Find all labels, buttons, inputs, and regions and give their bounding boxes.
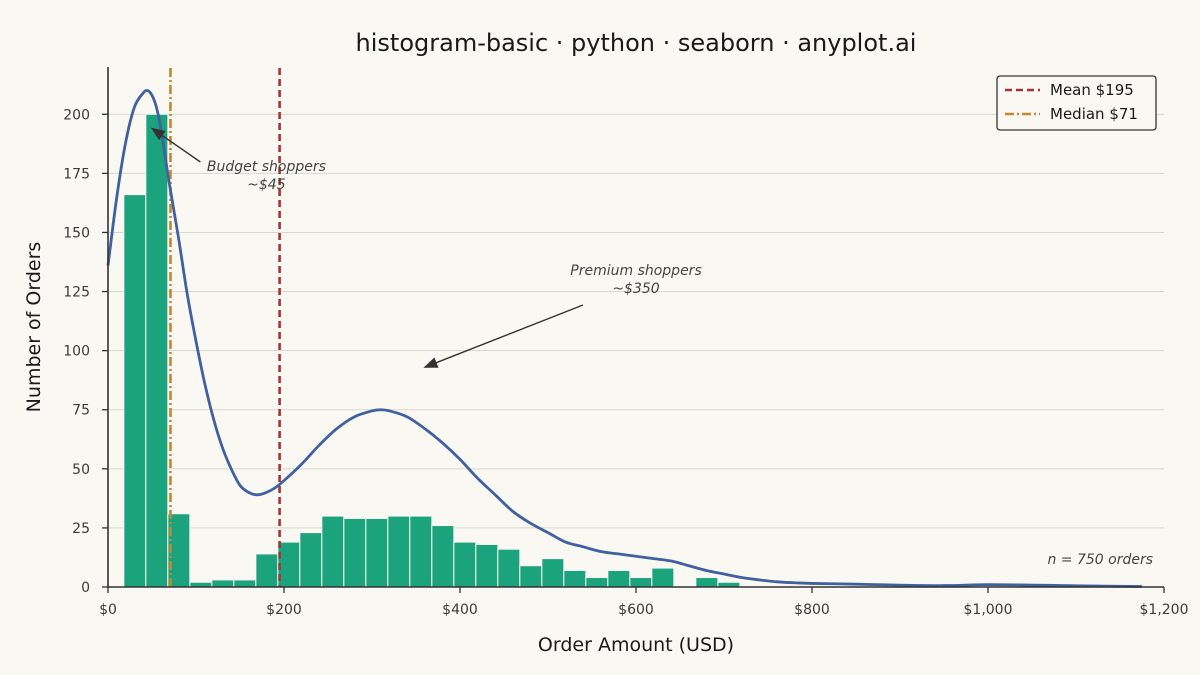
annotation-text: ~$45	[247, 177, 286, 193]
histogram-bar	[541, 558, 565, 588]
y-tick-label: 0	[81, 580, 90, 596]
annotation-text: ~$350	[612, 281, 659, 297]
histogram-bar	[145, 113, 169, 588]
x-tick-label: $800	[794, 602, 830, 618]
x-tick-label: $0	[99, 602, 117, 618]
y-tick-label: 150	[63, 225, 90, 241]
x-tick-label: $1,200	[1140, 602, 1189, 618]
kde-curve	[106, 89, 1143, 588]
y-tick-label: 50	[72, 462, 90, 478]
histogram-bar	[255, 553, 279, 588]
histogram-bars	[123, 113, 741, 588]
y-tick-label: 25	[72, 521, 90, 537]
histogram-bar	[695, 577, 719, 588]
annotation-arrow	[423, 304, 584, 368]
y-tick-label: 100	[63, 344, 90, 360]
legend: Mean $195 Median $71	[996, 75, 1157, 131]
histogram-bar	[299, 532, 323, 588]
y-axis-label: Number of Orders	[23, 242, 45, 413]
histogram-bar	[409, 515, 433, 588]
tick-labels: $0 $200 $400 $600 $800 $1,000 $1,200 0 25 50 75 100…	[63, 107, 1188, 618]
x-tick-label: $1,000	[964, 602, 1013, 618]
histogram-bar	[233, 579, 257, 588]
kde-curve-group	[106, 89, 1143, 588]
annotation-text: Premium shoppers	[570, 263, 701, 279]
grid-lines	[108, 113, 1164, 529]
histogram-bar	[365, 517, 389, 588]
histogram-bar	[519, 565, 543, 588]
y-tick-label: 75	[72, 403, 90, 419]
sample-size-footnote: n = 750 orders	[1047, 552, 1153, 568]
histogram-bar	[123, 194, 147, 588]
annotations: Budget shoppers ~$45 Premium shoppers ~$350	[150, 127, 702, 368]
histogram-bar	[343, 517, 367, 588]
chart-title: histogram-basic · python · seaborn · any…	[356, 29, 917, 57]
y-tick-label: 200	[63, 107, 90, 123]
histogram-bar	[277, 541, 301, 588]
annotation-arrow	[150, 127, 201, 163]
histogram-bar	[453, 541, 477, 588]
x-axis-label: Order Amount (USD)	[538, 634, 734, 656]
histogram-bar	[321, 515, 345, 588]
y-tick-label: 175	[63, 166, 90, 182]
y-tick-label: 125	[63, 285, 90, 301]
legend-mean-label: Mean $195	[1050, 81, 1134, 99]
histogram-bar	[431, 525, 455, 588]
histogram-bar	[497, 548, 521, 588]
legend-median-label: Median $71	[1050, 105, 1138, 123]
x-tick-label: $200	[266, 602, 302, 618]
histogram-bar	[651, 567, 675, 588]
histogram-bar	[475, 543, 499, 588]
annotation-text: Budget shoppers	[207, 159, 326, 175]
histogram-bar	[563, 569, 587, 588]
histogram-bar	[607, 569, 631, 588]
legend-box	[996, 75, 1157, 131]
reference-lines	[169, 68, 281, 587]
histogram-bar	[585, 577, 609, 588]
x-tick-label: $400	[442, 602, 478, 618]
histogram-bar	[387, 515, 411, 588]
histogram-bar	[629, 577, 653, 588]
histogram-bar	[211, 579, 235, 588]
x-tick-label: $600	[618, 602, 654, 618]
